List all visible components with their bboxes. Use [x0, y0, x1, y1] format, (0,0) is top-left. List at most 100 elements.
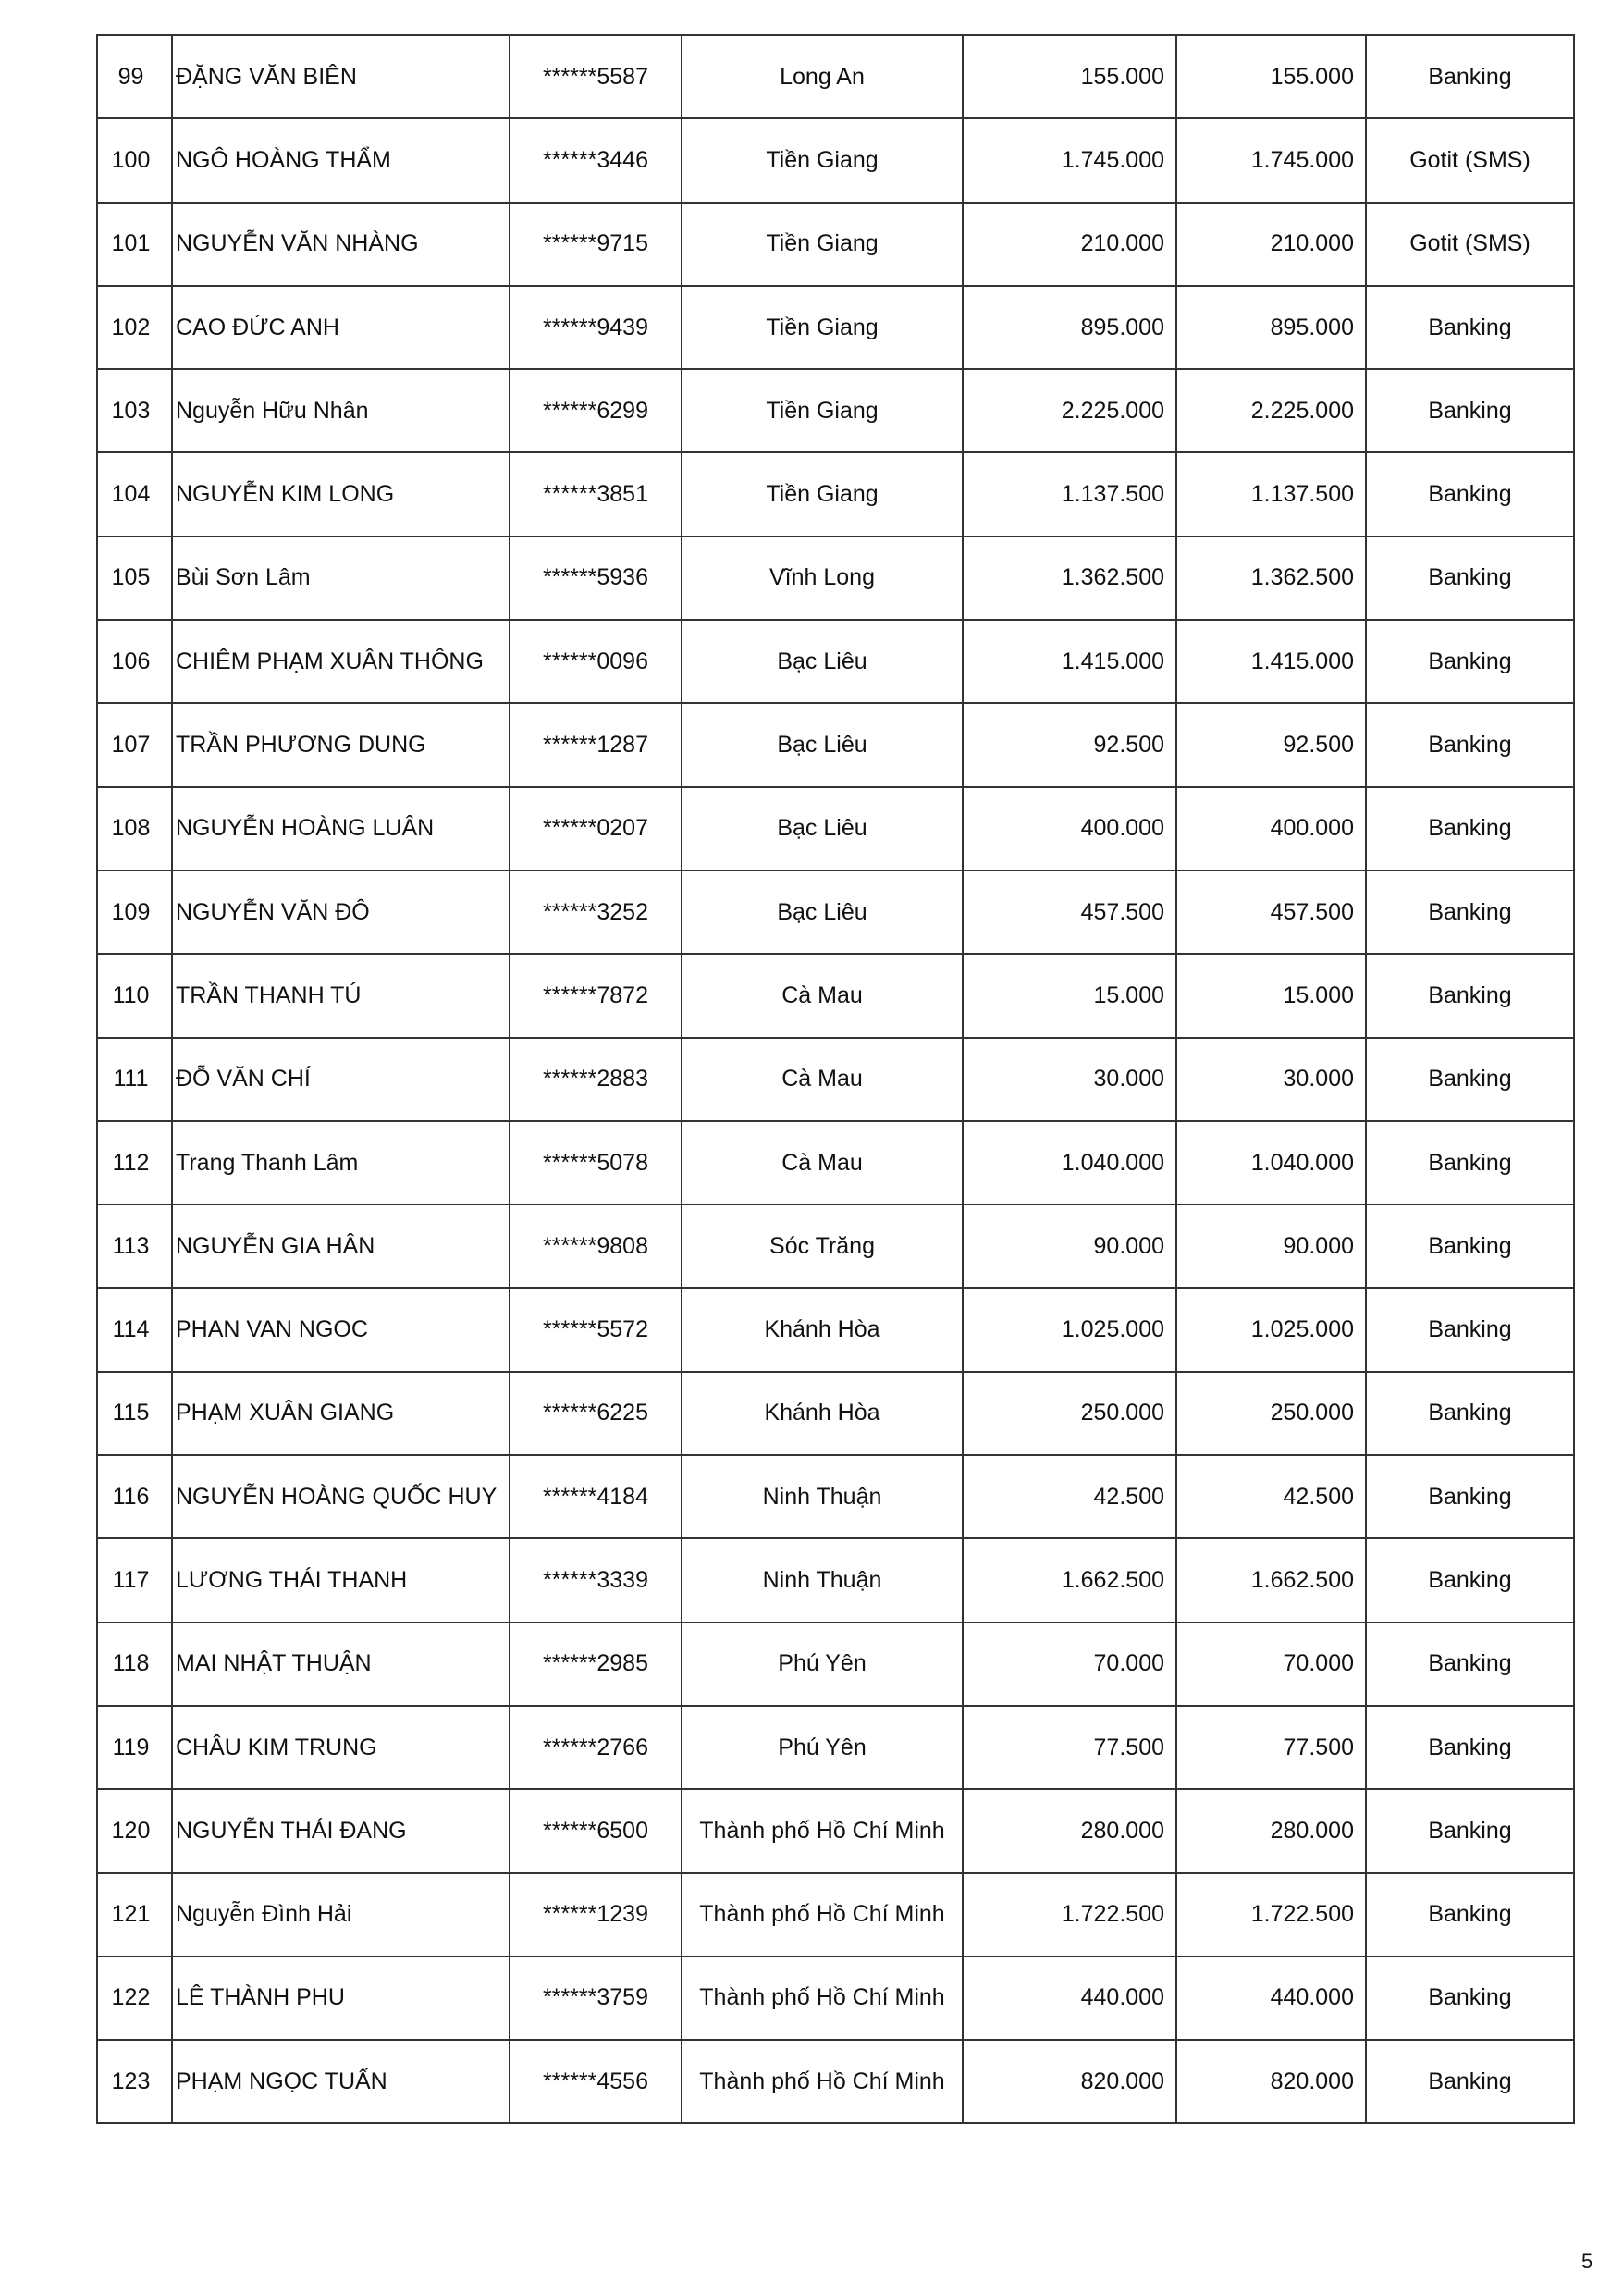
paid-amount-cell: 30.000: [1175, 1036, 1367, 1122]
paid-amount-cell: 70.000: [1175, 1621, 1367, 1707]
amount-cell: 155.000: [962, 33, 1177, 120]
table-row: 109 NGUYỄN VĂN ĐÔ ******3252 Bạc Liêu 457.50…: [96, 869, 1575, 956]
paid-amount-cell: 2.225.000: [1175, 368, 1367, 454]
province-cell: Sóc Trăng: [681, 1204, 964, 1290]
row-number-cell: 99: [96, 33, 173, 120]
amount-cell: 92.500: [962, 702, 1177, 788]
payment-method-cell: Banking: [1365, 869, 1575, 956]
masked-account-cell: ******1239: [509, 1871, 682, 1957]
province-cell: Bạc Liêu: [681, 785, 964, 871]
payment-method-cell: Banking: [1365, 953, 1575, 1039]
recipient-name-cell: PHAN VAN NGOC: [171, 1287, 510, 1373]
amount-cell: 77.500: [962, 1704, 1177, 1791]
paid-amount-cell: 155.000: [1175, 33, 1367, 120]
recipient-name-cell: Trang Thanh Lâm: [171, 1119, 510, 1206]
table-row: 113 NGUYỄN GIA HÂN ******9808 Sóc Trăng 90.0…: [96, 1204, 1575, 1290]
masked-account-cell: ******5936: [509, 535, 682, 622]
payment-method-cell: Banking: [1365, 1119, 1575, 1206]
province-cell: Bạc Liêu: [681, 702, 964, 788]
masked-account-cell: ******7872: [509, 953, 682, 1039]
amount-cell: 90.000: [962, 1204, 1177, 1290]
masked-account-cell: ******4556: [509, 2039, 682, 2125]
province-cell: Thành phố Hồ Chí Minh: [681, 2039, 964, 2125]
amount-cell: 1.722.500: [962, 1871, 1177, 1957]
masked-account-cell: ******5572: [509, 1287, 682, 1373]
payment-method-cell: Banking: [1365, 1370, 1575, 1457]
payment-method-cell: Banking: [1365, 1204, 1575, 1290]
recipient-name-cell: CAO ĐỨC ANH: [171, 284, 510, 371]
paid-amount-cell: 15.000: [1175, 953, 1367, 1039]
table-row: 111 ĐỖ VĂN CHÍ ******2883 Cà Mau 30.000 30.00…: [96, 1036, 1575, 1122]
table-row: 121 Nguyễn Đình Hải ******1239 Thành phố Hồ…: [96, 1871, 1575, 1957]
recipient-name-cell: LÊ THÀNH PHU: [171, 1955, 510, 2042]
table-row: 123 PHẠM NGỌC TUẤN ******4556 Thành phố Hồ …: [96, 2039, 1575, 2125]
recipient-name-cell: Bùi Sơn Lâm: [171, 535, 510, 622]
masked-account-cell: ******3339: [509, 1537, 682, 1623]
payment-method-cell: Banking: [1365, 1036, 1575, 1122]
amount-cell: 1.025.000: [962, 1287, 1177, 1373]
province-cell: Cà Mau: [681, 1036, 964, 1122]
row-number-cell: 122: [96, 1955, 173, 2042]
province-cell: Tiền Giang: [681, 284, 964, 371]
recipient-name-cell: PHẠM XUÂN GIANG: [171, 1370, 510, 1457]
payment-method-cell: Banking: [1365, 1955, 1575, 2042]
row-number-cell: 120: [96, 1788, 173, 1874]
province-cell: Thành phố Hồ Chí Minh: [681, 1871, 964, 1957]
recipient-name-cell: CHIÊM PHẠM XUÂN THÔNG: [171, 619, 510, 705]
row-number-cell: 116: [96, 1454, 173, 1540]
table-row: 107 TRẦN PHƯƠNG DUNG ******1287 Bạc Liêu 92.…: [96, 702, 1575, 788]
row-number-cell: 117: [96, 1537, 173, 1623]
table-row: 122 LÊ THÀNH PHU ******3759 Thành phố Hồ Ch…: [96, 1955, 1575, 2042]
recipient-name-cell: NGUYỄN KIM LONG: [171, 451, 510, 537]
table-row: 100 NGÔ HOÀNG THẨM ******3446 Tiền Giang 1.7…: [96, 117, 1575, 204]
masked-account-cell: ******2766: [509, 1704, 682, 1791]
paid-amount-cell: 440.000: [1175, 1955, 1367, 2042]
recipient-name-cell: ĐẶNG VĂN BIÊN: [171, 33, 510, 120]
province-cell: Tiền Giang: [681, 117, 964, 204]
paid-amount-cell: 820.000: [1175, 2039, 1367, 2125]
recipient-name-cell: NGUYỄN GIA HÂN: [171, 1204, 510, 1290]
masked-account-cell: ******6500: [509, 1788, 682, 1874]
masked-account-cell: ******9808: [509, 1204, 682, 1290]
province-cell: Phú Yên: [681, 1621, 964, 1707]
table-row: 118 MAI NHẬT THUẬN ******2985 Phú Yên 70.000…: [96, 1621, 1575, 1707]
table-row: 102 CAO ĐỨC ANH ******9439 Tiền Giang 895.00…: [96, 284, 1575, 371]
amount-cell: 440.000: [962, 1955, 1177, 2042]
payment-method-cell: Banking: [1365, 1704, 1575, 1791]
recipient-name-cell: NGUYỄN VĂN NHÀNG: [171, 201, 510, 287]
table-row: 120 NGUYỄN THÁI ĐANG ******6500 Thành phố H…: [96, 1788, 1575, 1874]
row-number-cell: 114: [96, 1287, 173, 1373]
row-number-cell: 121: [96, 1871, 173, 1957]
paid-amount-cell: 1.025.000: [1175, 1287, 1367, 1373]
recipient-name-cell: NGUYỄN VĂN ĐÔ: [171, 869, 510, 956]
row-number-cell: 109: [96, 869, 173, 956]
province-cell: Ninh Thuận: [681, 1454, 964, 1540]
masked-account-cell: ******6225: [509, 1370, 682, 1457]
amount-cell: 1.662.500: [962, 1537, 1177, 1623]
payment-method-cell: Banking: [1365, 1287, 1575, 1373]
paid-amount-cell: 457.500: [1175, 869, 1367, 956]
table-row: 104 NGUYỄN KIM LONG ******3851 Tiền Giang 1.…: [96, 451, 1575, 537]
province-cell: Bạc Liêu: [681, 619, 964, 705]
amount-cell: 210.000: [962, 201, 1177, 287]
masked-account-cell: ******3759: [509, 1955, 682, 2042]
province-cell: Vĩnh Long: [681, 535, 964, 622]
row-number-cell: 104: [96, 451, 173, 537]
payment-method-cell: Banking: [1365, 702, 1575, 788]
payment-method-cell: Banking: [1365, 535, 1575, 622]
row-number-cell: 103: [96, 368, 173, 454]
masked-account-cell: ******3446: [509, 117, 682, 204]
amount-cell: 1.415.000: [962, 619, 1177, 705]
payment-method-cell: Banking: [1365, 368, 1575, 454]
province-cell: Thành phố Hồ Chí Minh: [681, 1788, 964, 1874]
masked-account-cell: ******2985: [509, 1621, 682, 1707]
table-body: 99 ĐẶNG VĂN BIÊN ******5587 Long An 155.000 1…: [96, 33, 1575, 2125]
recipient-name-cell: TRẦN PHƯƠNG DUNG: [171, 702, 510, 788]
amount-cell: 1.040.000: [962, 1119, 1177, 1206]
recipient-name-cell: NGUYỄN HOÀNG QUỐC HUY: [171, 1454, 510, 1540]
province-cell: Khánh Hòa: [681, 1287, 964, 1373]
masked-account-cell: ******0207: [509, 785, 682, 871]
recipient-name-cell: NGUYỄN THÁI ĐANG: [171, 1788, 510, 1874]
province-cell: Thành phố Hồ Chí Minh: [681, 1955, 964, 2042]
amount-cell: 895.000: [962, 284, 1177, 371]
